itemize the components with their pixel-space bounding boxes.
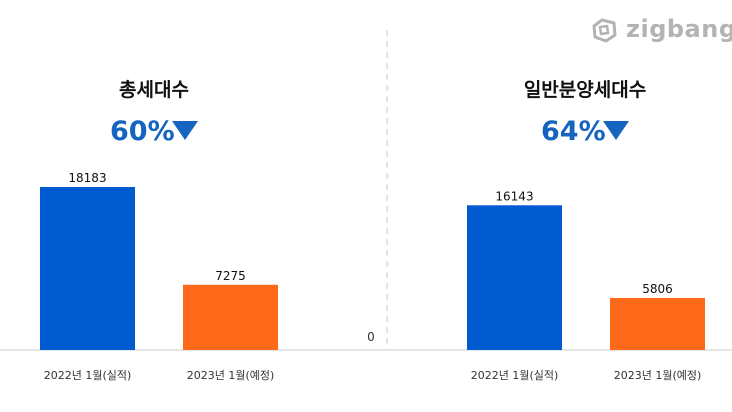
general-bar-planned — [610, 297, 705, 350]
total-value-label-actual: 18183 — [68, 171, 106, 185]
general-change-percent: 64% — [541, 116, 606, 147]
total-category-label-actual: 2022년 1월(실적) — [44, 369, 132, 382]
total-value-label-planned: 7275 — [215, 269, 246, 283]
general-bar-actual — [467, 205, 562, 350]
zigbang-logo-text: zigbang — [626, 15, 732, 43]
zero-label: 0 — [367, 330, 375, 344]
general-down-triangle-icon — [603, 121, 629, 140]
general-category-label-actual: 2022년 1월(실적) — [471, 369, 559, 382]
zigbang-logo: zigbang — [588, 14, 732, 46]
zigbang-house-icon — [592, 18, 617, 43]
total-bar-planned — [183, 284, 278, 350]
total-change-percent: 60% — [110, 116, 175, 147]
general-value-label-actual: 16143 — [495, 189, 533, 203]
general-value-label-planned: 5806 — [642, 282, 673, 296]
total-bar-actual — [40, 187, 135, 350]
total-category-label-planned: 2023년 1월(예정) — [187, 369, 275, 382]
total-chart-title: 총세대수 — [119, 79, 189, 101]
total-down-triangle-icon — [172, 121, 198, 140]
general-chart-title: 일반분양세대수 — [524, 79, 646, 101]
general-category-label-planned: 2023년 1월(예정) — [614, 369, 702, 382]
